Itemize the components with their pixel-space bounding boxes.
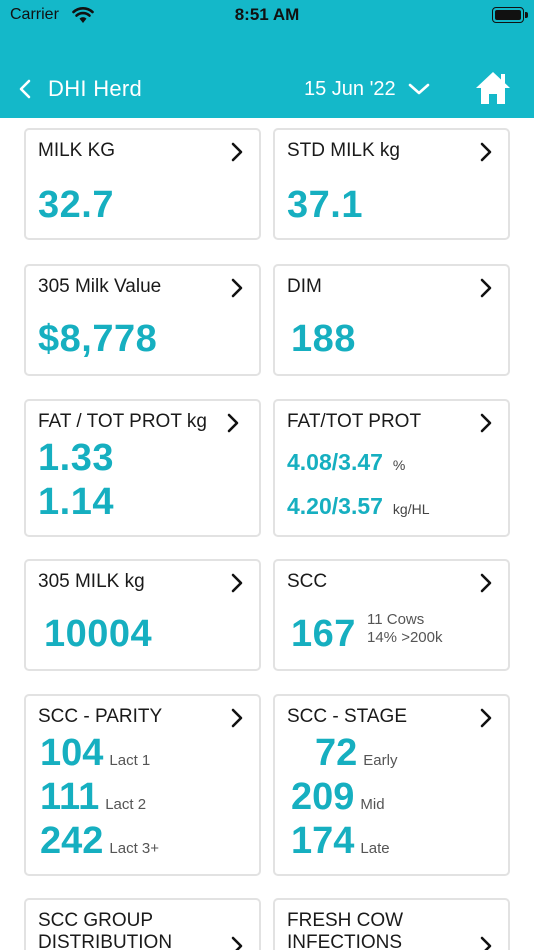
chevron-left-icon — [19, 79, 31, 99]
card-title: MILK KG — [38, 140, 116, 161]
list-item: 111 Lact 2 — [40, 776, 146, 818]
scc-stage-label: Late — [360, 840, 390, 857]
milk-kg-value: 32.7 — [38, 184, 114, 226]
list-item: 104 Lact 1 — [40, 732, 150, 774]
chevron-right-icon — [231, 936, 243, 950]
milk-value-value: $8,778 — [38, 318, 158, 360]
chevron-right-icon — [231, 708, 243, 728]
dim-card[interactable]: DIM 188 — [273, 264, 510, 376]
chevron-right-icon — [480, 708, 492, 728]
milk-value-card[interactable]: 305 Milk Value $8,778 — [24, 264, 261, 376]
date-label: 15 Jun '22 — [304, 77, 396, 100]
card-title: FAT / TOT PROT kg — [38, 411, 207, 432]
chevron-right-icon — [231, 573, 243, 593]
scc-group-card[interactable]: SCC GROUP DISTRIBUTION — [24, 898, 261, 950]
chevron-right-icon — [480, 573, 492, 593]
back-button[interactable]: DHI Herd — [18, 74, 142, 104]
fat-prot-pct-value: 4.08/3.47 — [287, 449, 383, 475]
dim-value: 188 — [291, 318, 356, 360]
status-time: 8:51 AM — [234, 5, 300, 24]
card-title: 305 Milk Value — [38, 276, 162, 297]
card-title: SCC — [287, 571, 328, 592]
card-title: SCC - STAGE — [287, 706, 407, 727]
chevron-right-icon — [480, 142, 492, 162]
scc-card[interactable]: SCC 167 11 Cows 14% >200k — [273, 559, 510, 671]
carrier-label: Carrier — [10, 6, 59, 23]
std-milk-value: 37.1 — [287, 184, 363, 226]
chevron-down-icon — [408, 83, 429, 95]
std-milk-card[interactable]: STD MILK kg 37.1 — [273, 128, 510, 240]
fresh-cow-card[interactable]: FRESH COW INFECTIONS — [273, 898, 510, 950]
milk-kg-card[interactable]: MILK KG 32.7 — [24, 128, 261, 240]
list-item: 174 Late — [291, 820, 390, 862]
card-title: FAT/TOT PROT — [287, 411, 422, 432]
scc-stage-label: Mid — [360, 796, 385, 813]
chevron-right-icon — [480, 936, 492, 950]
chevron-right-icon — [480, 278, 492, 298]
scc-parity-label: Lact 2 — [105, 796, 147, 813]
card-title: STD MILK kg — [287, 140, 400, 161]
battery-icon — [492, 7, 528, 23]
card-title: DIM — [287, 276, 322, 297]
card-title-line1: SCC GROUP — [38, 910, 154, 931]
scc-stage-value: 72 — [315, 732, 358, 774]
scc-parity-value: 242 — [40, 820, 104, 862]
list-item: 72 Early — [315, 732, 397, 774]
scc-parity-card[interactable]: SCC - PARITY 104 Lact 1 111 Lact 2 242 L… — [24, 694, 261, 876]
chevron-right-icon — [231, 278, 243, 298]
list-item: 209 Mid — [291, 776, 385, 818]
scc-value: 167 — [291, 613, 356, 655]
back-label: DHI Herd — [48, 76, 143, 101]
home-icon[interactable] — [474, 70, 512, 106]
card-title-line2: DISTRIBUTION — [38, 932, 173, 950]
scc-over-label: 14% >200k — [367, 629, 443, 646]
scc-parity-value: 111 — [40, 776, 100, 818]
scc-parity-label: Lact 1 — [109, 752, 151, 769]
scc-cows-label: 11 Cows — [367, 611, 425, 628]
scc-parity-value: 104 — [40, 732, 104, 774]
milk-305-value: 10004 — [44, 613, 153, 655]
card-title-line1: FRESH COW — [287, 910, 404, 931]
chevron-right-icon — [480, 413, 492, 433]
card-title: SCC - PARITY — [38, 706, 163, 727]
chevron-right-icon — [227, 413, 239, 433]
fat-prot-card[interactable]: FAT/TOT PROT 4.08/3.47 % 4.20/3.57 kg/HL — [273, 399, 510, 537]
scc-stage-value: 174 — [291, 820, 355, 862]
scc-parity-label: Lact 3+ — [109, 840, 160, 857]
status-bar: Carrier 8:51 AM — [0, 0, 534, 32]
scc-stage-label: Early — [363, 752, 398, 769]
date-picker[interactable]: 15 Jun '22 — [304, 74, 430, 104]
fat-prot-hl-value: 4.20/3.57 — [287, 493, 383, 519]
fat-prot-hl-unit: kg/HL — [392, 501, 430, 517]
card-title-line2: INFECTIONS — [287, 932, 403, 950]
wifi-icon — [72, 7, 94, 23]
fat-kg-value: 1.33 — [38, 437, 114, 479]
prot-kg-value: 1.14 — [38, 481, 114, 523]
fat-prot-kg-card[interactable]: FAT / TOT PROT kg 1.33 1.14 — [24, 399, 261, 537]
list-item: 242 Lact 3+ — [40, 820, 159, 862]
chevron-right-icon — [231, 142, 243, 162]
scc-stage-value: 209 — [291, 776, 355, 818]
app-header: Carrier 8:51 AM DHI Herd 15 Jun '22 — [0, 0, 534, 118]
scc-stage-card[interactable]: SCC - STAGE 72 Early 209 Mid 174 Late — [273, 694, 510, 876]
fat-prot-pct-unit: % — [392, 457, 406, 473]
milk-305-card[interactable]: 305 MILK kg 10004 — [24, 559, 261, 671]
card-title: 305 MILK kg — [38, 571, 145, 592]
